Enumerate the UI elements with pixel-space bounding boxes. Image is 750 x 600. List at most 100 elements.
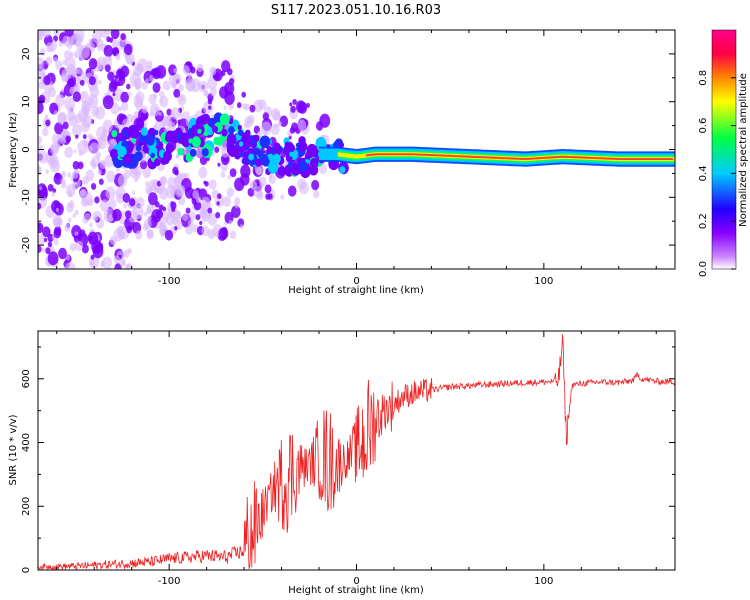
signal-blob (237, 124, 242, 131)
noise-blob (185, 225, 193, 235)
noise-blob (159, 176, 166, 184)
noise-blob (64, 146, 73, 159)
noise-blob (177, 93, 187, 106)
noise-blob (96, 38, 104, 49)
noise-blob (207, 98, 213, 105)
noise-blob (61, 170, 66, 176)
noise-blob (107, 214, 114, 222)
noise-blob (170, 201, 177, 210)
noise-blob (124, 263, 131, 269)
noise-blob (60, 178, 66, 185)
noise-blob (102, 55, 113, 69)
noise-blob (122, 118, 131, 130)
noise-blob (67, 217, 72, 223)
noise-blob (297, 101, 308, 114)
noise-blob (58, 247, 67, 260)
noise-blob (270, 108, 281, 121)
noise-blob (187, 219, 194, 228)
noise-blob (79, 79, 85, 86)
noise-blob (319, 113, 331, 128)
noise-blob (79, 189, 88, 200)
noise-blob (141, 81, 148, 90)
noise-blob (234, 203, 239, 209)
noise-blob (38, 65, 46, 80)
y-tick-label: 10 (21, 95, 32, 108)
noise-blob (249, 104, 256, 113)
colorbar-tick-label: 0.8 (698, 70, 709, 86)
noise-blob (100, 260, 106, 267)
noise-blob (107, 71, 115, 82)
noise-blob (154, 201, 160, 208)
noise-blob (141, 105, 148, 114)
noise-blob (67, 78, 75, 87)
signal-blob (221, 128, 228, 137)
noise-blob (129, 166, 139, 179)
signal-blob (298, 136, 306, 146)
noise-blob (54, 122, 64, 135)
colorbar-label: Normalized spectral amplitude (738, 73, 749, 227)
noise-blob (208, 202, 212, 208)
noise-blob (268, 175, 273, 181)
x-tick-label: -100 (158, 276, 181, 287)
signal-blob (140, 127, 148, 136)
noise-blob (193, 200, 202, 211)
signal-blob (123, 153, 133, 165)
noise-blob (98, 178, 104, 185)
noise-blob (75, 68, 80, 74)
noise-blob (102, 95, 114, 110)
noise-blob (148, 93, 157, 105)
noise-blob (132, 71, 137, 76)
x-tick-label: 0 (353, 576, 359, 587)
noise-blob (70, 67, 76, 75)
noise-blob (147, 215, 152, 221)
snr-y-axis-label: SNR (10 * v/v) (8, 414, 19, 485)
noise-blob (233, 197, 241, 206)
noise-blob (52, 214, 63, 228)
colorbar-gradient (711, 29, 737, 270)
signal-blob (153, 158, 161, 167)
noise-blob (97, 168, 102, 175)
noise-blob (209, 66, 217, 76)
noise-blob (69, 243, 77, 252)
noise-blob (53, 110, 58, 116)
noise-blob (229, 230, 237, 239)
noise-blob (231, 205, 241, 218)
signal-blob (189, 148, 197, 157)
signal-blob (298, 160, 308, 172)
signal-blob (145, 134, 155, 146)
signal-blob (135, 144, 142, 152)
noise-blob (242, 103, 247, 110)
noise-blob (81, 102, 92, 115)
noise-blob (65, 56, 76, 70)
noise-blob (249, 180, 258, 190)
noise-blob (129, 72, 141, 87)
noise-blob (207, 76, 218, 90)
noise-blob (89, 259, 95, 267)
noise-blob (123, 203, 127, 209)
colorbar-tick-label: 0.4 (698, 165, 709, 181)
noise-blob (189, 211, 197, 221)
noise-blob (215, 211, 221, 219)
noise-blob (223, 105, 227, 110)
signal-blob (237, 129, 244, 136)
noise-blob (221, 226, 228, 234)
noise-blob (152, 67, 162, 80)
noise-blob (90, 254, 95, 260)
signal-blob (266, 146, 273, 154)
noise-blob (125, 210, 132, 219)
noise-blob (87, 133, 93, 140)
noise-blob (142, 167, 152, 179)
noise-blob (38, 202, 42, 210)
noise-blob (51, 133, 60, 144)
noise-blob (170, 107, 181, 120)
noise-blob (280, 194, 285, 200)
noise-blob (38, 101, 44, 115)
noise-blob (71, 182, 79, 191)
noise-blob (227, 174, 232, 180)
noise-blob (75, 240, 84, 252)
noise-blob (129, 198, 136, 207)
signal-blob (248, 153, 255, 161)
y-tick-label: 600 (21, 369, 32, 388)
noise-blob (38, 222, 44, 234)
noise-blob (217, 193, 222, 200)
